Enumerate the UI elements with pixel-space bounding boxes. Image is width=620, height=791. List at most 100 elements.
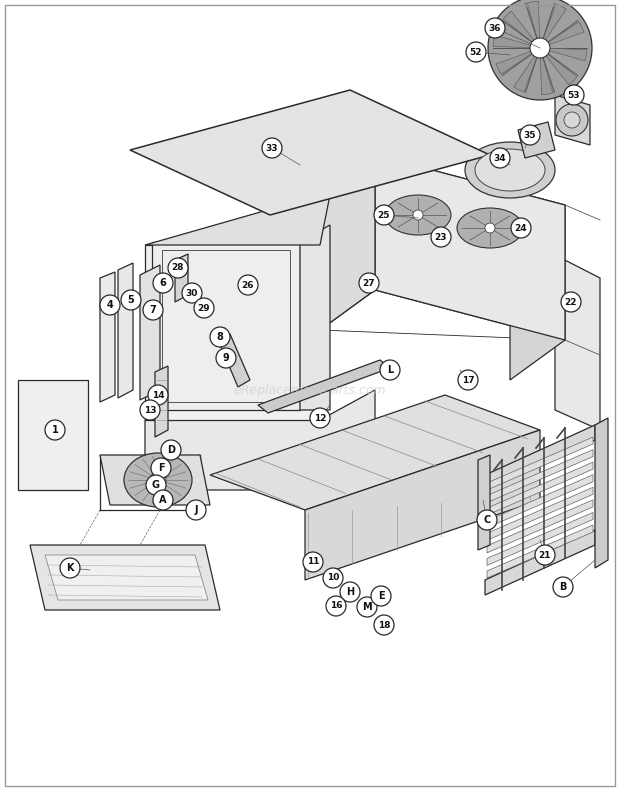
- Circle shape: [151, 458, 171, 478]
- Circle shape: [380, 360, 400, 380]
- Wedge shape: [496, 48, 540, 74]
- Ellipse shape: [475, 149, 545, 191]
- Circle shape: [153, 273, 173, 293]
- Text: 24: 24: [515, 224, 528, 233]
- Polygon shape: [155, 366, 168, 437]
- Wedge shape: [540, 48, 577, 85]
- Circle shape: [238, 275, 258, 295]
- Polygon shape: [45, 555, 208, 600]
- Text: G: G: [152, 480, 160, 490]
- Polygon shape: [152, 242, 300, 410]
- Ellipse shape: [457, 208, 523, 248]
- Text: M: M: [362, 602, 372, 612]
- Polygon shape: [300, 225, 330, 410]
- Polygon shape: [510, 205, 565, 380]
- Circle shape: [564, 112, 580, 128]
- Text: 14: 14: [152, 391, 164, 399]
- Polygon shape: [485, 425, 595, 490]
- Circle shape: [194, 298, 214, 318]
- Ellipse shape: [385, 195, 451, 235]
- Circle shape: [520, 125, 540, 145]
- Ellipse shape: [465, 142, 555, 198]
- Circle shape: [143, 300, 163, 320]
- Polygon shape: [100, 272, 115, 402]
- Circle shape: [374, 205, 394, 225]
- Circle shape: [121, 290, 141, 310]
- Circle shape: [60, 558, 80, 578]
- Polygon shape: [130, 90, 490, 215]
- Circle shape: [359, 273, 379, 293]
- Text: 12: 12: [314, 414, 326, 422]
- Circle shape: [374, 615, 394, 635]
- Text: 29: 29: [198, 304, 210, 312]
- Text: 1: 1: [51, 425, 58, 435]
- Text: 10: 10: [327, 573, 339, 582]
- Circle shape: [150, 472, 166, 488]
- Circle shape: [564, 85, 584, 105]
- Circle shape: [458, 370, 478, 390]
- Polygon shape: [487, 462, 593, 515]
- Polygon shape: [518, 122, 555, 158]
- Text: 11: 11: [307, 558, 319, 566]
- Circle shape: [561, 292, 581, 312]
- Text: 13: 13: [144, 406, 156, 414]
- Circle shape: [553, 577, 573, 597]
- Text: 8: 8: [216, 332, 223, 342]
- Text: D: D: [167, 445, 175, 455]
- Circle shape: [488, 0, 592, 100]
- Text: 25: 25: [378, 210, 390, 219]
- Wedge shape: [540, 4, 566, 48]
- Circle shape: [340, 582, 360, 602]
- Circle shape: [45, 420, 65, 440]
- Text: C: C: [484, 515, 490, 525]
- Polygon shape: [487, 487, 593, 540]
- Text: 35: 35: [524, 131, 536, 139]
- Text: F: F: [157, 463, 164, 473]
- Wedge shape: [494, 35, 540, 48]
- Polygon shape: [100, 455, 210, 505]
- Polygon shape: [555, 255, 600, 430]
- Wedge shape: [540, 48, 587, 61]
- Text: E: E: [378, 591, 384, 601]
- Polygon shape: [320, 155, 565, 245]
- Circle shape: [323, 568, 343, 588]
- Polygon shape: [487, 513, 593, 566]
- Circle shape: [186, 500, 206, 520]
- Polygon shape: [213, 328, 232, 347]
- Circle shape: [485, 223, 495, 233]
- Text: 52: 52: [470, 47, 482, 56]
- Circle shape: [303, 552, 323, 572]
- Text: 23: 23: [435, 233, 447, 241]
- Circle shape: [148, 385, 168, 405]
- Text: 33: 33: [266, 143, 278, 153]
- Text: eReplacementParts.com: eReplacementParts.com: [234, 384, 386, 396]
- Circle shape: [210, 327, 230, 347]
- Polygon shape: [145, 390, 375, 490]
- Polygon shape: [30, 545, 220, 610]
- Circle shape: [168, 258, 188, 278]
- Circle shape: [530, 38, 550, 58]
- Circle shape: [100, 295, 120, 315]
- Polygon shape: [487, 500, 593, 553]
- Text: K: K: [66, 563, 74, 573]
- Polygon shape: [218, 334, 250, 387]
- Circle shape: [511, 218, 531, 238]
- Polygon shape: [487, 475, 593, 528]
- Text: B: B: [559, 582, 567, 592]
- Circle shape: [310, 408, 330, 428]
- Circle shape: [431, 227, 451, 247]
- Polygon shape: [305, 430, 540, 580]
- Polygon shape: [478, 455, 490, 550]
- Circle shape: [216, 348, 236, 368]
- Polygon shape: [375, 155, 565, 340]
- Text: 36: 36: [489, 24, 501, 32]
- Text: A: A: [159, 495, 167, 505]
- Circle shape: [153, 490, 173, 510]
- Text: 7: 7: [149, 305, 156, 315]
- Text: 9: 9: [223, 353, 229, 363]
- Polygon shape: [595, 418, 608, 568]
- Polygon shape: [145, 195, 330, 245]
- Polygon shape: [485, 530, 595, 595]
- Text: L: L: [387, 365, 393, 375]
- Polygon shape: [210, 395, 540, 510]
